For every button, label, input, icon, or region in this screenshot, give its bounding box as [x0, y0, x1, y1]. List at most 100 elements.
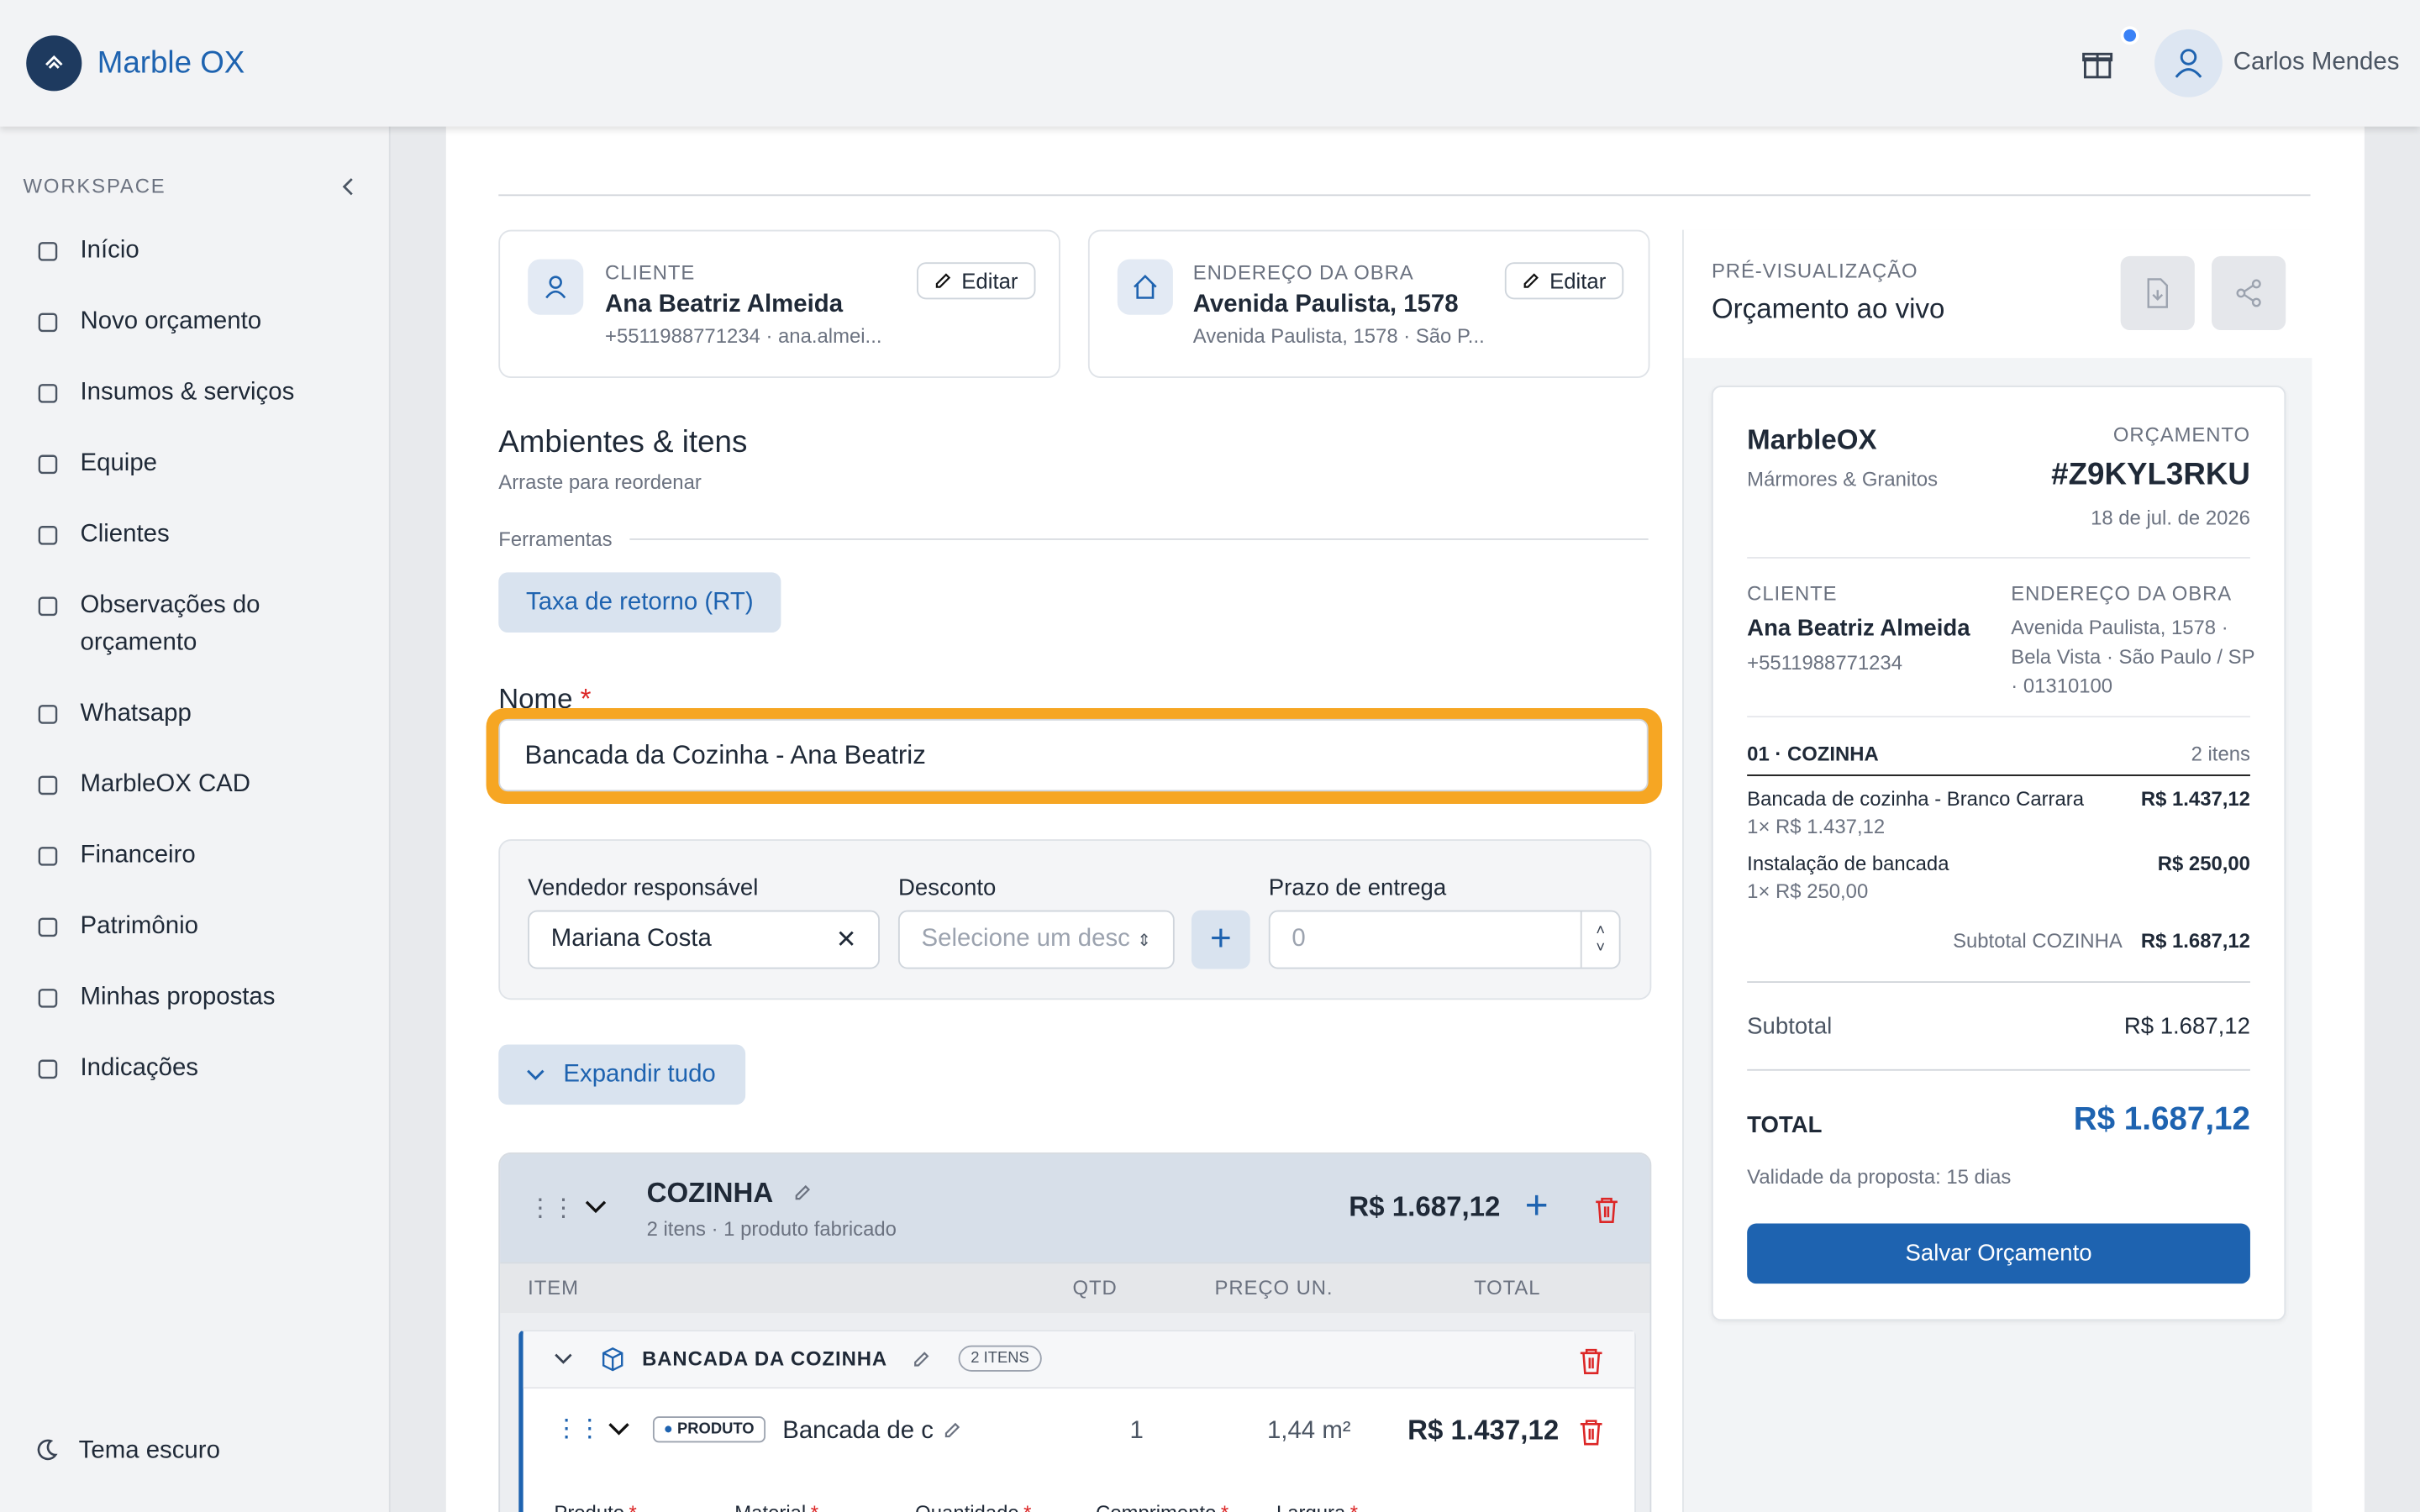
menu-icon — [38, 917, 58, 937]
menu-item[interactable]: Minhas propostas — [0, 963, 308, 1033]
button-text: Editar — [961, 268, 1018, 293]
field-label: Material * — [734, 1501, 915, 1512]
menu-item[interactable]: Início — [0, 216, 308, 286]
menu-item[interactable]: Patrimônio — [0, 892, 308, 963]
field-label: Comprimento * — [1096, 1501, 1276, 1512]
discount-select[interactable]: Selecione um desc ⇕ — [897, 910, 1175, 969]
menu-label: Patrimônio — [80, 913, 198, 940]
notification-dot — [2120, 26, 2139, 45]
collapse-icon[interactable] — [339, 176, 358, 197]
logo[interactable] — [26, 35, 82, 92]
theme-toggle[interactable]: Tema escuro — [78, 1437, 220, 1465]
menu-icon — [38, 1059, 58, 1079]
menu-label: Insumos & serviços — [80, 379, 295, 407]
required-mark: * — [811, 1501, 818, 1512]
save-button[interactable]: Salvar Orçamento — [1747, 1223, 2250, 1284]
item-qty: 1 — [1129, 1417, 1144, 1445]
environment-name: COZINHA — [646, 1177, 774, 1209]
env-subtotal: Subtotal COZINHA R$ 1.687,12 — [1953, 929, 2250, 953]
field-label: Vendedor responsável — [528, 874, 759, 901]
deadline-input[interactable]: 0 ˄ ˅ — [1268, 910, 1621, 969]
seller-select[interactable]: Mariana Costa ✕ — [528, 910, 880, 969]
address: Avenida Paulista, 1578 · Bela Vista · Sã… — [2011, 615, 2255, 698]
doc-label: ORÇAMENTO — [2112, 423, 2250, 446]
collapse-icon[interactable] — [554, 1353, 572, 1366]
collapse-icon[interactable] — [585, 1200, 607, 1215]
value: R$ 1.687,12 — [2123, 1013, 2250, 1040]
add-item-button[interactable]: + — [1524, 1181, 1549, 1229]
menu-item[interactable]: Novo orçamento — [0, 287, 308, 358]
line-detail: 1× R$ 1.437,12 — [1747, 814, 1886, 838]
divider — [1747, 716, 2250, 718]
env-row: 01 · COZINHA 2 itens — [1747, 742, 2250, 776]
edit-icon[interactable] — [793, 1184, 812, 1202]
menu-item[interactable]: Financeiro — [0, 821, 308, 891]
group-name: BANCADA DA COZINHA — [642, 1347, 888, 1371]
edit-button[interactable]: Editar — [917, 262, 1035, 300]
menu-item[interactable]: Observações do orçamento — [0, 571, 308, 680]
menu-icon — [38, 242, 58, 261]
menu-item[interactable]: Whatsapp — [0, 679, 308, 749]
avatar[interactable] — [2154, 29, 2223, 97]
total-label: TOTAL — [1747, 1112, 1823, 1139]
drag-handle[interactable]: ⋮⋮ — [554, 1416, 602, 1443]
brand[interactable]: Marble OX — [97, 46, 245, 81]
download-button[interactable] — [2120, 255, 2195, 331]
edit-icon[interactable] — [943, 1421, 961, 1440]
add-discount-button[interactable]: + — [1191, 910, 1250, 969]
menu-label: Minhas propostas — [80, 984, 276, 1011]
validity: Validade da proposta: 15 dias — [1747, 1164, 2012, 1189]
total-value: R$ 1.687,12 — [2073, 1101, 2250, 1137]
placeholder: 0 — [1292, 926, 1306, 953]
doc-label: CLIENTE — [1747, 581, 1838, 606]
delete-icon[interactable] — [1579, 1347, 1603, 1374]
menu-icon — [38, 526, 58, 545]
share-button[interactable] — [2212, 255, 2286, 331]
edit-button[interactable]: Editar — [1504, 262, 1623, 300]
menu-icon — [38, 705, 58, 724]
label-text: Largura — [1276, 1501, 1345, 1512]
line-item: Instalação de bancada R$ 250,00 1× R$ 250,… — [1747, 852, 2250, 903]
header: Marble OX Carlos Mendes — [0, 0, 2420, 127]
menu-icon — [38, 384, 58, 403]
divider — [1747, 1068, 2250, 1071]
delete-icon[interactable] — [1579, 1418, 1603, 1446]
value: R$ 1.687,12 — [2140, 928, 2250, 953]
menu-item[interactable]: Equipe — [0, 429, 308, 500]
item-name: Bancada de c — [782, 1417, 934, 1445]
quote-document: MarbleOX Mármores & Granitos ORÇAMENTO #… — [1711, 386, 2286, 1321]
menu-item[interactable]: Clientes — [0, 500, 308, 570]
gift-icon[interactable] — [2081, 46, 2114, 80]
tool-button[interactable]: Taxa de retorno (RT) — [498, 572, 781, 633]
edit-icon[interactable] — [913, 1350, 931, 1368]
moon-icon — [37, 1439, 58, 1461]
details-panel: Vendedor responsável Mariana Costa ✕ Desc… — [498, 839, 1652, 1000]
menu-item[interactable]: MarbleOX CAD — [0, 750, 308, 821]
delete-icon[interactable] — [1594, 1195, 1618, 1223]
name-input[interactable]: Bancada da Cozinha - Ana Beatriz — [498, 718, 1649, 792]
tag-text: PRODUTO — [677, 1420, 755, 1438]
line-name: Bancada de cozinha - Branco Carrara — [1747, 786, 2085, 811]
expand-button[interactable]: Expandir tudo — [498, 1044, 746, 1105]
required-mark: * — [580, 683, 592, 715]
collapse-icon[interactable] — [608, 1422, 630, 1436]
drag-handle[interactable]: ⋮⋮ — [528, 1195, 576, 1222]
menu-label: Início — [80, 237, 139, 265]
field-label: Quantidade * — [915, 1501, 1096, 1512]
menu-label: Indicações — [80, 1055, 199, 1082]
menu-item[interactable]: Insumos & serviços — [0, 358, 308, 428]
divider — [629, 538, 1649, 540]
label: Subtotal — [1747, 1013, 1833, 1040]
menu-item[interactable]: Indicações — [0, 1034, 308, 1105]
environment-summary: 2 itens · 1 produto fabricado — [646, 1217, 897, 1241]
group-block: BANCADA DA COZINHA 2 ITENS ⋮⋮ ● PRODUTO … — [518, 1330, 1636, 1512]
box-icon — [602, 1347, 623, 1372]
user-name[interactable]: Carlos Mendes — [2233, 49, 2400, 76]
menu-icon — [38, 989, 58, 1008]
quote-number: #Z9KYL3RKU — [2051, 458, 2250, 492]
divider — [1747, 557, 2250, 559]
divider — [1747, 981, 2250, 984]
